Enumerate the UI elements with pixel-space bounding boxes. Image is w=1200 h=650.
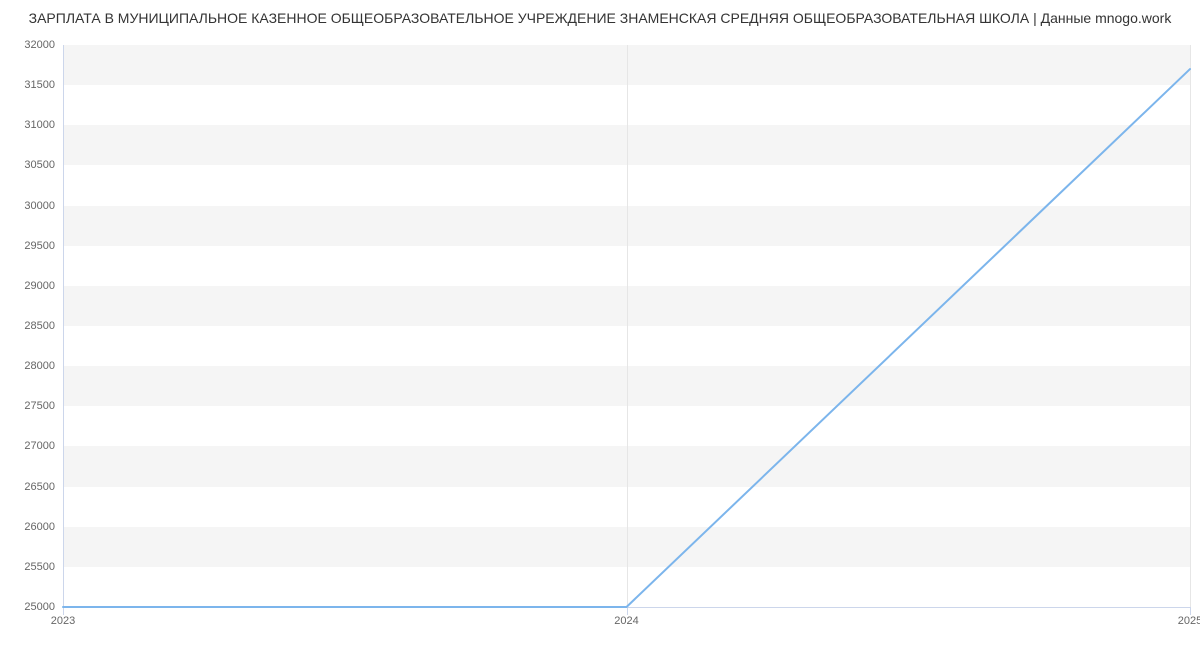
x-tick-label: 2024 bbox=[614, 607, 638, 627]
y-tick-label: 31000 bbox=[24, 119, 63, 131]
y-tick-label: 31500 bbox=[24, 79, 63, 91]
y-tick-label: 32000 bbox=[24, 39, 63, 51]
y-tick-label: 30000 bbox=[24, 200, 63, 212]
y-tick-label: 28000 bbox=[24, 360, 63, 372]
y-tick-label: 29000 bbox=[24, 280, 63, 292]
y-tick-label: 28500 bbox=[24, 320, 63, 332]
y-tick-label: 27000 bbox=[24, 440, 63, 452]
series-layer bbox=[63, 45, 1190, 607]
x-tick-label: 2023 bbox=[51, 607, 75, 627]
series-line-salary bbox=[63, 69, 1190, 607]
plot-area: 2500025500260002650027000275002800028500… bbox=[63, 45, 1190, 607]
y-tick-label: 29500 bbox=[24, 240, 63, 252]
y-tick-label: 26000 bbox=[24, 521, 63, 533]
y-tick-label: 25500 bbox=[24, 561, 63, 573]
chart-container: ЗАРПЛАТА В МУНИЦИПАЛЬНОЕ КАЗЕННОЕ ОБЩЕОБ… bbox=[0, 0, 1200, 650]
y-tick-label: 30500 bbox=[24, 159, 63, 171]
x-gridline bbox=[1190, 45, 1191, 607]
chart-title: ЗАРПЛАТА В МУНИЦИПАЛЬНОЕ КАЗЕННОЕ ОБЩЕОБ… bbox=[0, 10, 1200, 26]
x-tick-label: 2025 bbox=[1178, 607, 1200, 627]
y-tick-label: 26500 bbox=[24, 481, 63, 493]
y-tick-label: 27500 bbox=[24, 400, 63, 412]
